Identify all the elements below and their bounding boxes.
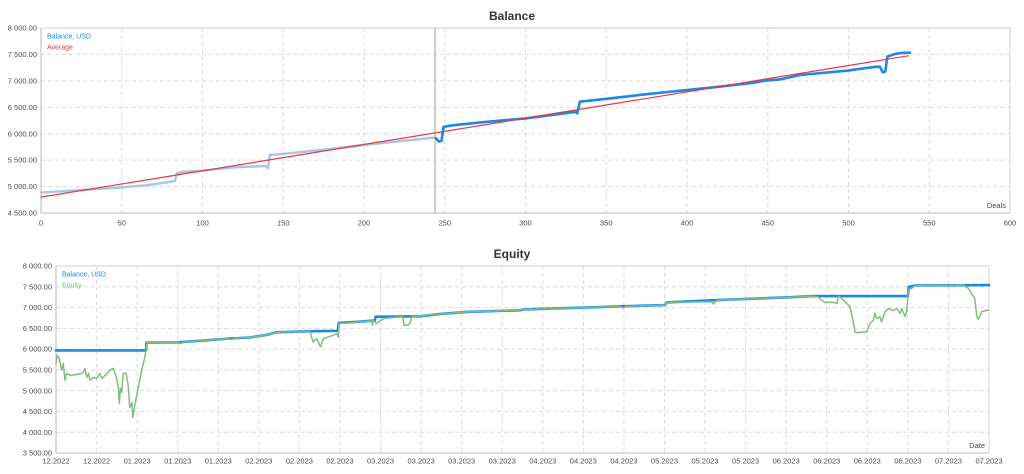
x-tick-label: 03.2023 — [367, 457, 394, 466]
x-tick-label: 01.2023 — [205, 457, 232, 466]
grid-lines — [56, 266, 989, 453]
plot-frame — [55, 265, 990, 454]
y-tick-label: 5 500.00 — [8, 156, 37, 165]
y-tick-label: 6 000.00 — [8, 129, 37, 138]
x-tick-label: 12.2022 — [83, 457, 110, 466]
y-tick-label: 5 500.00 — [23, 365, 52, 374]
y-tick-label: 7 000.00 — [8, 76, 37, 85]
y-tick-label: 4 500.00 — [23, 407, 52, 416]
x-tick-label: 07.2023 — [975, 457, 1002, 466]
x-tick-label: 02.2023 — [286, 457, 313, 466]
x-tick-label: 150 — [277, 219, 290, 228]
x-tick-label: 0 — [39, 219, 43, 228]
x-tick-label: 200 — [358, 219, 371, 228]
x-tick-label: 550 — [923, 219, 936, 228]
y-tick-label: 5 000.00 — [23, 386, 52, 395]
x-tick-label: 03.2023 — [448, 457, 475, 466]
x-tick-label: 07.2023 — [935, 457, 962, 466]
x-tick-label: 50 — [118, 219, 126, 228]
x-tick-label: 06.2023 — [773, 457, 800, 466]
y-tick-label: 7 500.00 — [8, 50, 37, 59]
y-tick-label: 8 000.00 — [8, 24, 37, 33]
x-axis-title: Deals — [987, 201, 1006, 210]
average-line — [40, 55, 909, 198]
balance-chart: Balance 8 000.00 7 500.00 7 000.00 6 500.00 6… — [8, 9, 1016, 228]
x-tick-label: 04.2023 — [529, 457, 556, 466]
y-tick-label: 4 000.00 — [23, 428, 52, 437]
x-tick-label: 400 — [681, 219, 694, 228]
x-tick-label: 05.2023 — [732, 457, 759, 466]
chart-title: Equity — [494, 247, 531, 261]
x-tick-label: 250 — [438, 219, 451, 228]
y-tick-label: 7 000.00 — [23, 303, 52, 312]
y-tick-label: 4 500.00 — [8, 209, 37, 218]
y-tick-label: 6 500.00 — [23, 324, 52, 333]
x-tick-label: 02.2023 — [326, 457, 353, 466]
x-tick-label: 500 — [842, 219, 855, 228]
legend-item: Average — [47, 45, 73, 52]
chart-title: Balance — [489, 9, 535, 23]
x-tick-label: 02.2023 — [245, 457, 272, 466]
x-tick-label: 04.2023 — [570, 457, 597, 466]
y-tick-label: 3 500.00 — [23, 449, 52, 458]
y-tick-label: 7 500.00 — [23, 282, 52, 291]
x-tick-label: 01.2023 — [124, 457, 151, 466]
legend-item: Equity — [62, 283, 82, 290]
x-tick-label: 03.2023 — [489, 457, 516, 466]
x-tick-label: 12.2022 — [42, 457, 69, 466]
x-axis-title: Date — [969, 441, 985, 450]
y-tick-label: 8 000.00 — [23, 262, 52, 271]
y-tick-label: 6 000.00 — [23, 345, 52, 354]
x-tick-label: 350 — [600, 219, 613, 228]
balance-usd-line — [434, 51, 912, 143]
legend-item: Balance, USD — [47, 34, 91, 41]
x-tick-label: 100 — [196, 219, 209, 228]
x-tick-label: 06.2023 — [854, 457, 881, 466]
balance-usd-before-marker-line — [39, 136, 438, 194]
equity-line — [55, 284, 989, 419]
x-tick-label: 05.2023 — [651, 457, 678, 466]
x-tick-label: 04.2023 — [610, 457, 637, 466]
legend-item: Balance, USD — [62, 272, 106, 279]
y-tick-label: 6 500.00 — [8, 103, 37, 112]
x-tick-label: 03.2023 — [408, 457, 435, 466]
x-tick-label: 01.2023 — [164, 457, 191, 466]
x-tick-label: 450 — [761, 219, 774, 228]
x-tick-label: 300 — [519, 219, 532, 228]
x-tick-label: 600 — [1004, 219, 1017, 228]
x-tick-label: 06.2023 — [894, 457, 921, 466]
grid-lines — [41, 28, 1010, 213]
equity-chart: Equity 8 000.00 7 500.00 7 000.00 6 500.00 6 … — [23, 247, 1003, 466]
x-tick-label: 06.2023 — [813, 457, 840, 466]
y-tick-label: 5 000.00 — [8, 182, 37, 191]
x-tick-label: 05.2023 — [691, 457, 718, 466]
